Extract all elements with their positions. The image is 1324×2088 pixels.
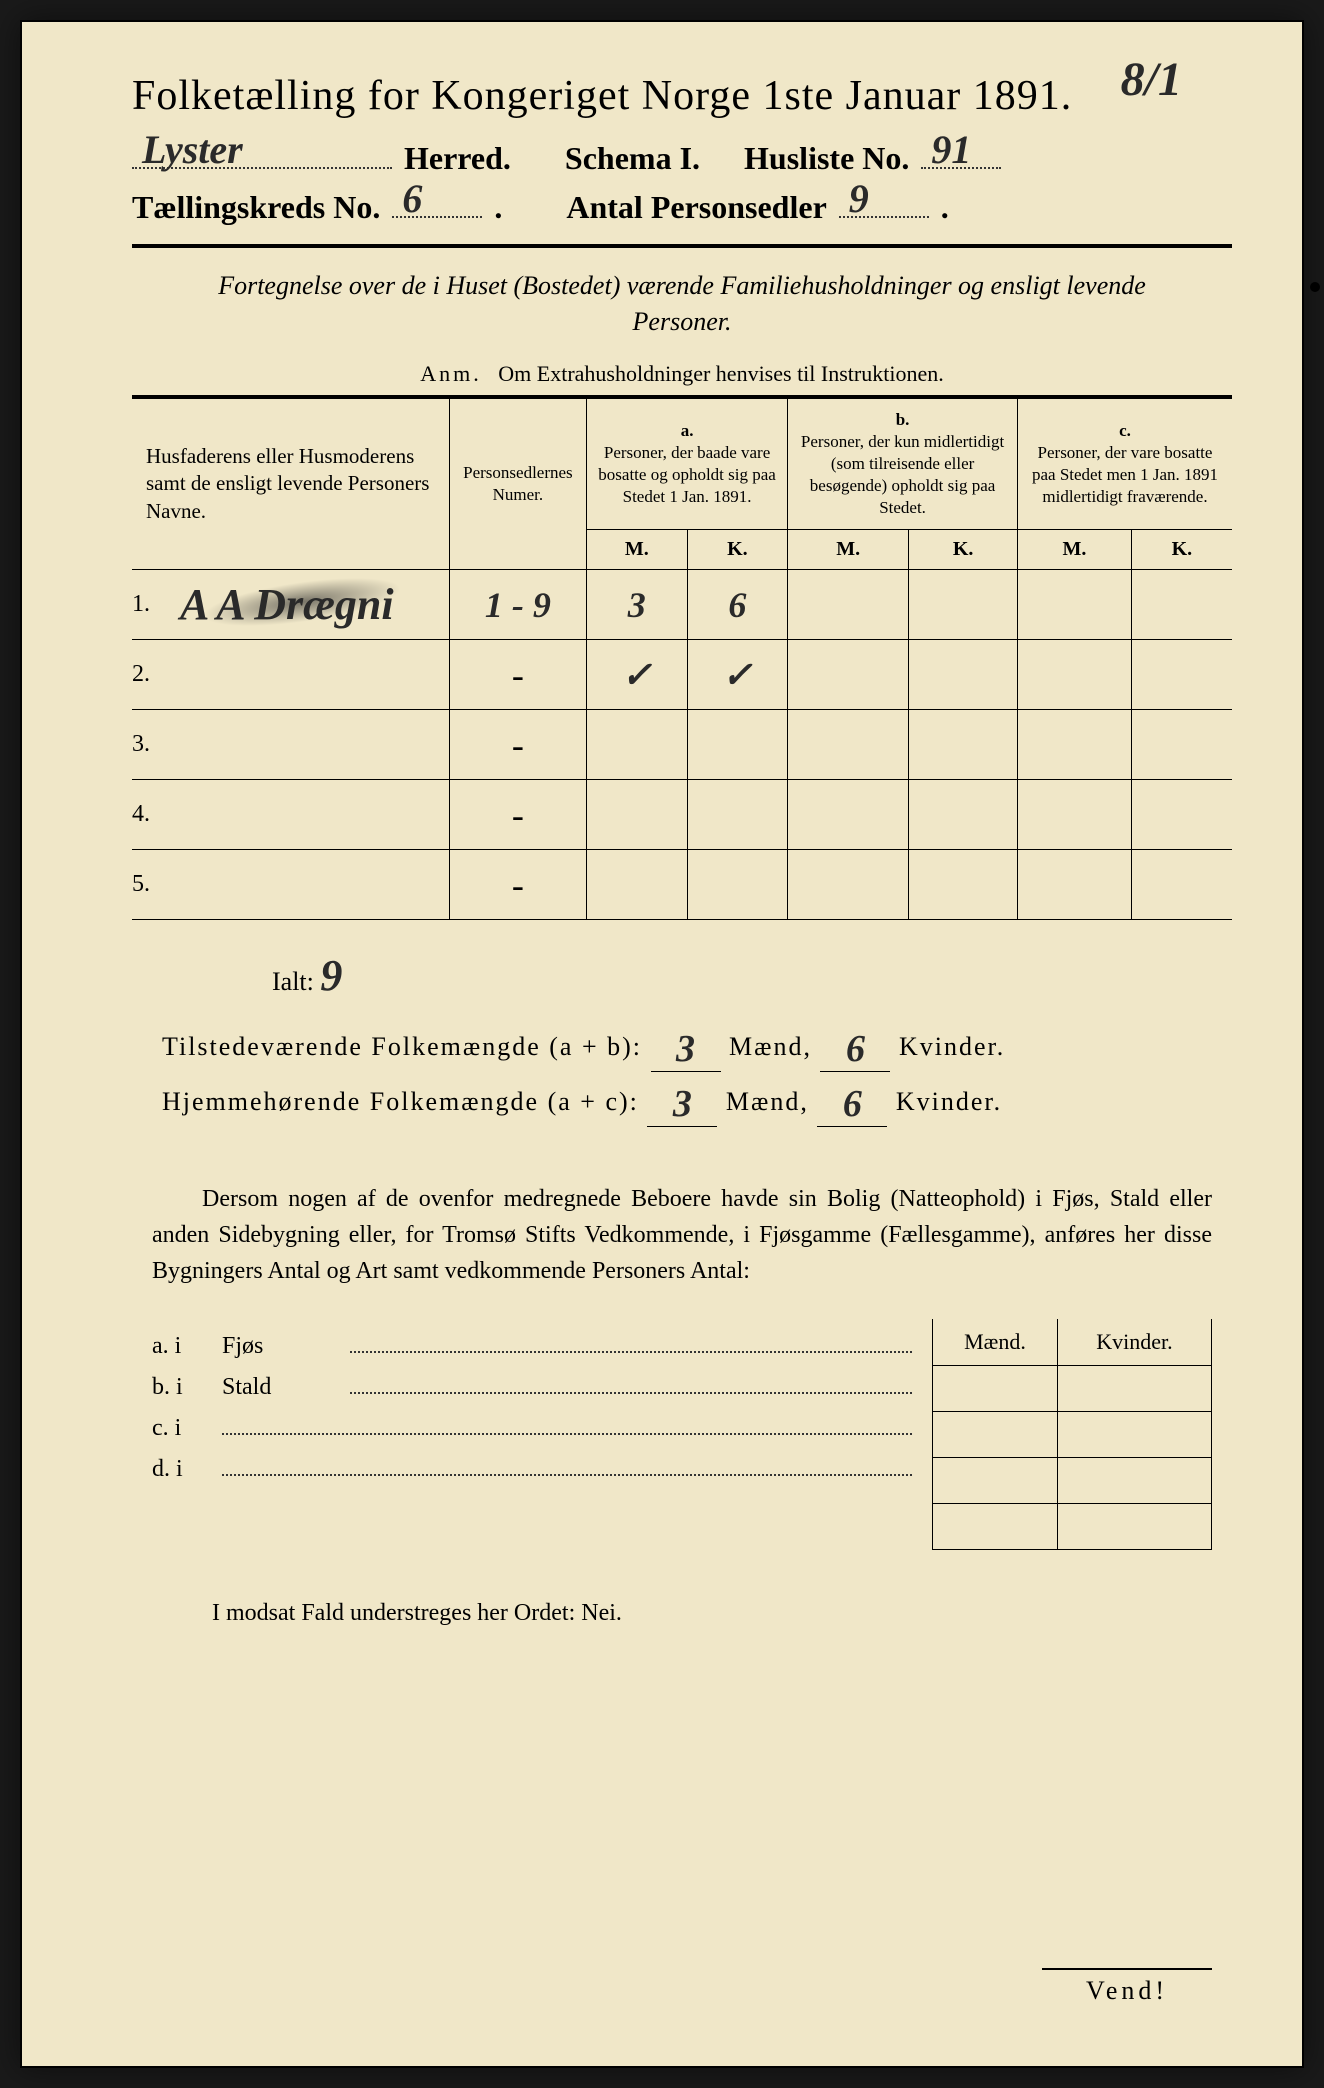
numer-cell: 1 - 9 xyxy=(449,570,586,640)
page-title: Folketælling for Kongeriget Norge 1ste J… xyxy=(132,72,1232,120)
kreds-label: Tællingskreds No. xyxy=(132,189,380,226)
anm-text: Om Extrahusholdninger henvises til Instr… xyxy=(498,361,943,386)
present-k: 6 xyxy=(820,1027,890,1072)
anm-note: Anm. Om Extrahusholdninger henvises til … xyxy=(132,361,1232,387)
col-a-header: a.Personer, der baade vare bosatte og op… xyxy=(586,397,787,530)
table-row: 3. - xyxy=(132,710,1232,780)
row-num: 1. xyxy=(132,570,172,640)
main-table: Husfaderens eller Husmoderens samt de en… xyxy=(132,395,1232,920)
kreds-field: 6 xyxy=(392,190,482,218)
form-subtitle: Fortegnelse over de i Huset (Bostedet) v… xyxy=(172,268,1192,341)
personsedler-field: 9 xyxy=(839,190,929,218)
header-row-2: Tællingskreds No. 6 . Antal Personsedler… xyxy=(132,189,1232,226)
col-b-header: b.Personer, der kun midlertidigt (som ti… xyxy=(788,397,1018,530)
census-form-page: 8/1 Folketælling for Kongeriget Norge 1s… xyxy=(20,20,1304,2068)
mk-c-k: K. xyxy=(1131,530,1232,570)
ob-maend-header: Mænd. xyxy=(933,1319,1058,1365)
rule-1 xyxy=(132,244,1232,248)
herred-label: Herred. xyxy=(404,140,511,177)
summary-resident: Hjemmehørende Folkemængde (a + c): 3 Mæn… xyxy=(162,1076,1232,1121)
herred-value: Lyster xyxy=(142,126,243,173)
table-row: 1. A A Drægni 1 - 9 3 6 xyxy=(132,570,1232,640)
edge-dot xyxy=(1310,282,1320,292)
outbuilding-row: d. i xyxy=(152,1456,920,1483)
col-names-header: Husfaderens eller Husmoderens samt de en… xyxy=(132,397,449,570)
mk-a-k: K. xyxy=(687,530,788,570)
table-row: 4. - xyxy=(132,780,1232,850)
name-cell: A A Drægni xyxy=(172,570,449,640)
cell-a-k: 6 xyxy=(687,570,788,640)
ialt-value: 9 xyxy=(320,951,342,1000)
mk-a-m: M. xyxy=(586,530,687,570)
table-row: 2. - ✓ ✓ xyxy=(132,640,1232,710)
mk-b-k: K. xyxy=(909,530,1018,570)
corner-annotation: 8/1 xyxy=(1121,52,1182,107)
cell-a-m: 3 xyxy=(586,570,687,640)
ialt-line: Ialt: 9 xyxy=(272,950,1232,1001)
col-numer-header: Personsedlernes Numer. xyxy=(449,397,586,570)
mk-c-m: M. xyxy=(1018,530,1132,570)
resident-k: 6 xyxy=(817,1082,887,1127)
cell-c-k xyxy=(1131,570,1232,640)
outbuilding-mk-table: Mænd. Kvinder. xyxy=(932,1319,1212,1550)
cell-b-m xyxy=(788,570,909,640)
cell-b-k xyxy=(909,570,1018,640)
husliste-value: 91 xyxy=(931,126,971,173)
outbuilding-paragraph: Dersom nogen af de ovenfor medregnede Be… xyxy=(152,1181,1212,1289)
anm-prefix: Anm. xyxy=(420,361,482,386)
kreds-value: 6 xyxy=(402,175,422,222)
personsedler-label: Antal Personsedler xyxy=(566,189,826,226)
herred-field: Lyster xyxy=(132,141,392,169)
ob-kvinder-header: Kvinder. xyxy=(1057,1319,1211,1365)
present-m: 3 xyxy=(651,1027,721,1072)
husliste-field: 91 xyxy=(921,141,1001,169)
outbuilding-lines: a. i Fjøs b. i Stald c. i d. i xyxy=(152,1319,920,1550)
resident-m: 3 xyxy=(647,1082,717,1127)
col-c-header: c.Personer, der vare bosatte paa Stedet … xyxy=(1018,397,1233,530)
summary-present: Tilstedeværende Folkemængde (a + b): 3 M… xyxy=(162,1021,1232,1066)
nei-line: I modsat Fald understreges her Ordet: Ne… xyxy=(212,1600,1212,1627)
vend-label: Vend! xyxy=(1042,1968,1212,2006)
outbuilding-row: b. i Stald xyxy=(152,1374,920,1401)
outbuilding-row: a. i Fjøs xyxy=(152,1333,920,1360)
schema-label: Schema I. xyxy=(565,140,700,177)
husliste-label: Husliste No. xyxy=(744,140,909,177)
cell-c-m xyxy=(1018,570,1132,640)
outbuilding-block: a. i Fjøs b. i Stald c. i d. i Mænd. Kvi… xyxy=(152,1319,1212,1550)
personsedler-value: 9 xyxy=(849,175,869,222)
outbuilding-row: c. i xyxy=(152,1415,920,1442)
header-row-1: Lyster Herred. Schema I. Husliste No. 91 xyxy=(132,140,1232,177)
mk-b-m: M. xyxy=(788,530,909,570)
table-row: 5. - xyxy=(132,850,1232,920)
